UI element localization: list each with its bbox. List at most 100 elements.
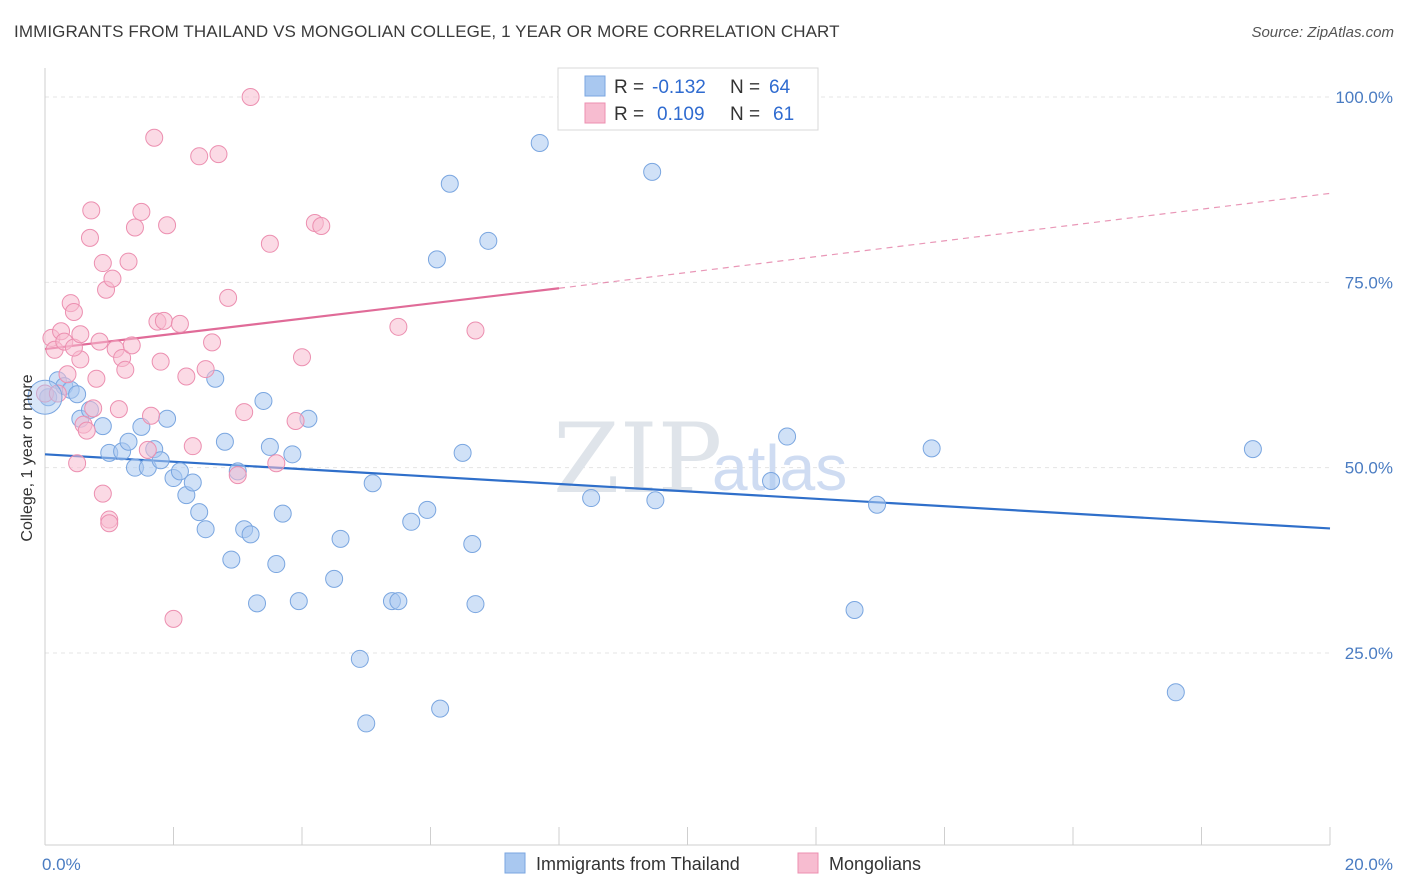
point-thailand-49: [453, 443, 472, 462]
y-tick-label-1: 50.0%: [1345, 459, 1393, 478]
trend-line-mongolians-extension: [558, 192, 1331, 289]
legend-r-label-2: R =: [614, 104, 644, 125]
correlation-legend: R = -0.132 N = 64 R = 0.109 N = 61: [557, 67, 819, 131]
point-thailand-34: [283, 445, 302, 464]
point-mongolians-7: [64, 302, 83, 321]
series-label-mongolians: Mongolians: [829, 854, 921, 874]
point-mongolians-42: [235, 403, 254, 422]
legend-n-value-2: 61: [773, 104, 794, 125]
point-thailand-61: [922, 439, 941, 458]
series-legend: Immigrants from Thailand Mongolians: [504, 852, 921, 874]
point-thailand-4: [68, 385, 87, 404]
point-mongolians-57: [84, 399, 103, 418]
point-mongolians-15: [93, 254, 112, 273]
point-mongolians-58: [116, 360, 135, 379]
point-mongolians-53: [100, 514, 119, 533]
grid-lines: [45, 96, 1330, 654]
point-mongolians-24: [132, 202, 151, 221]
point-thailand-58: [778, 427, 797, 446]
point-mongolians-23: [125, 218, 144, 237]
point-mongolians-34: [177, 367, 196, 386]
point-mongolians-22: [119, 252, 138, 271]
point-mongolians-38: [203, 333, 222, 352]
point-mongolians-12: [82, 201, 101, 220]
point-mongolians-44: [260, 234, 279, 253]
point-thailand-50: [463, 535, 482, 554]
legend-n-label-1: N =: [730, 77, 760, 98]
point-mongolians-52: [93, 484, 112, 503]
point-mongolians-49: [312, 216, 331, 235]
point-mongolians-37: [196, 360, 215, 379]
chart-title: IMMIGRANTS FROM THAILAND VS MONGOLIAN CO…: [14, 22, 840, 41]
point-thailand-29: [248, 594, 267, 613]
point-thailand-47: [431, 699, 450, 718]
legend-n-label-2: N =: [730, 104, 760, 125]
series-swatch-thailand: [504, 852, 526, 874]
point-thailand-52: [479, 231, 498, 250]
source-label: Source: ZipAtlas.com: [1251, 24, 1394, 41]
point-thailand-40: [357, 714, 376, 733]
point-mongolians-14: [90, 332, 109, 351]
point-thailand-38: [331, 529, 350, 548]
point-thailand-46: [427, 250, 446, 269]
y-tick-label-3: 100.0%: [1335, 88, 1393, 107]
point-mongolians-27: [145, 128, 164, 147]
point-thailand-62: [1166, 683, 1185, 702]
point-thailand-15: [151, 451, 170, 470]
watermark-zip: ZIP: [553, 403, 722, 515]
point-mongolians-11: [80, 228, 99, 247]
legend-swatch-thailand: [584, 75, 606, 97]
point-mongolians-29: [151, 352, 170, 371]
point-mongolians-20: [109, 400, 128, 419]
point-thailand-60: [868, 495, 887, 514]
point-mongolians-60: [77, 421, 96, 440]
point-mongolians-51: [466, 321, 485, 340]
point-mongolians-43: [241, 88, 260, 106]
point-mongolians-36: [190, 147, 209, 166]
point-thailand-33: [273, 504, 292, 523]
point-mongolians-26: [142, 406, 161, 425]
point-mongolians-35: [183, 437, 202, 456]
point-thailand-10: [119, 432, 138, 451]
point-thailand-41: [363, 474, 382, 493]
point-mongolians-13: [87, 369, 106, 388]
series-swatch-mongolians: [797, 852, 819, 874]
point-mongolians-50: [389, 317, 408, 336]
y-tick-label-0: 25.0%: [1345, 644, 1393, 663]
point-thailand-25: [222, 550, 241, 569]
legend-swatch-mongolians: [584, 102, 606, 124]
point-thailand-22: [196, 520, 215, 539]
x-tick-label-1: 20.0%: [1345, 855, 1393, 874]
point-thailand-45: [418, 500, 437, 519]
point-mongolians-33: [170, 314, 189, 333]
point-mongolians-18: [103, 269, 122, 288]
point-thailand-54: [582, 489, 601, 508]
point-thailand-57: [762, 472, 781, 491]
point-thailand-24: [215, 432, 234, 451]
y-axis-label: College, 1 year or more: [19, 374, 36, 541]
data-points: [27, 88, 1262, 733]
point-thailand-31: [260, 437, 279, 456]
point-mongolians-59: [122, 336, 141, 355]
point-thailand-37: [325, 569, 344, 588]
legend-r-label-1: R =: [614, 77, 644, 98]
point-mongolians-56: [71, 325, 90, 344]
legend-n-value-1: 64: [769, 77, 791, 98]
point-mongolians-32: [164, 609, 183, 628]
point-thailand-30: [254, 391, 273, 410]
point-thailand-63: [1243, 440, 1262, 459]
y-tick-label-2: 75.0%: [1345, 273, 1393, 292]
point-mongolians-41: [228, 466, 247, 485]
point-mongolians-46: [286, 411, 305, 430]
point-mongolians-31: [158, 216, 177, 235]
point-thailand-59: [845, 601, 864, 620]
point-thailand-35: [289, 592, 308, 611]
point-mongolians-5: [58, 365, 77, 384]
legend-r-value-2: 0.109: [657, 104, 705, 125]
point-thailand-32: [267, 555, 286, 574]
trend-line-thailand: [44, 453, 1331, 530]
point-thailand-51: [466, 595, 485, 614]
point-thailand-18: [170, 462, 189, 481]
point-thailand-21: [190, 503, 209, 522]
